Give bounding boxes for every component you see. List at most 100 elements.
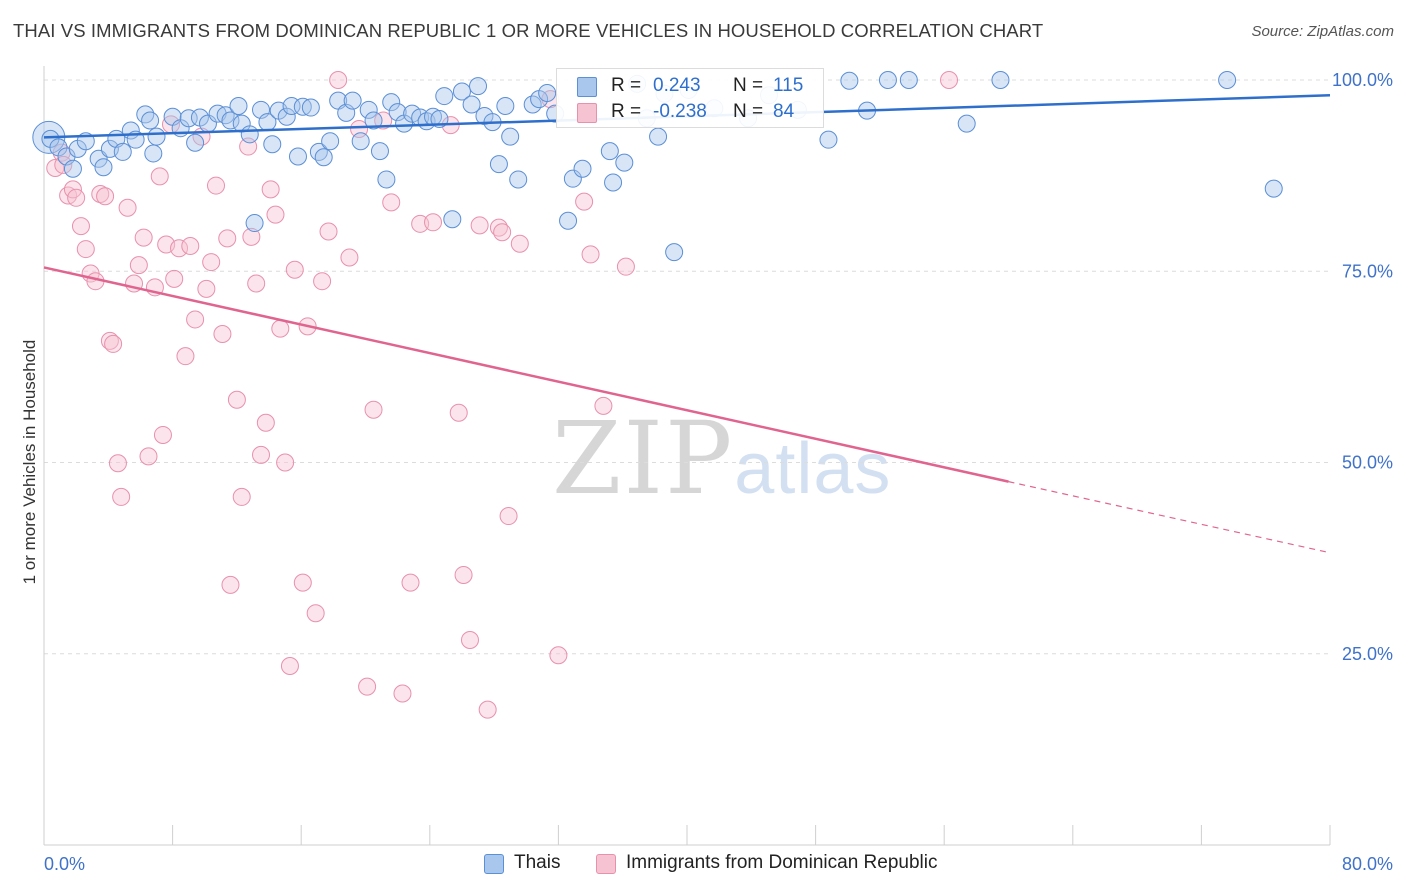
dominican-point [306,604,325,623]
dominican-point [280,656,299,675]
thai-point [63,159,82,178]
thai-point [377,170,396,189]
dominican-point [393,684,412,703]
thai-point [509,170,528,189]
thai-point [563,169,582,188]
thai-r-value: 0.243 [653,75,701,96]
dominican-point [319,222,338,241]
dominican-point [91,184,110,203]
dominican-point [76,240,95,259]
dominican-point [213,324,232,343]
y-tick-label: 25.0% [1342,644,1393,664]
dominican-point [100,331,119,350]
thai-point [501,127,520,146]
thai-point [321,132,340,151]
chart-title: THAI VS IMMIGRANTS FROM DOMINICAN REPUBL… [13,20,1044,41]
dominican-point [197,279,216,298]
thai-point [301,98,320,117]
thai-point [221,111,240,130]
thai-point [991,71,1010,89]
thai-n-label: N = [733,75,764,96]
thai-point [136,105,155,124]
thai-point [489,155,508,174]
thai-point [288,147,307,166]
dominican-point [112,487,131,506]
dominican-point [329,71,348,89]
thai-point [538,84,557,103]
dominican-point [150,167,169,186]
dominican-point [424,213,443,232]
dominican-trend-extension [1008,481,1331,554]
dominican-point [940,71,959,89]
thai-n-value: 115 [773,75,804,96]
thai-r-label: R = [611,75,642,96]
thai-point [957,114,976,133]
dominican-point [594,396,613,415]
dominican-point [510,234,529,253]
thai-point [89,149,108,168]
y-tick-label: 75.0% [1342,261,1393,281]
dominican-point [261,180,280,199]
dominican-point [266,205,285,224]
thai-point [113,142,132,161]
watermark: ZIPatlas [552,400,891,517]
thai-points [32,71,1283,262]
dominican-point [153,425,172,444]
thai-point [469,77,488,96]
thai-point [364,111,383,130]
thai-point [388,103,407,122]
correlation-legend: R = 0.243 N = 115 R = -0.238 N = 84 [556,68,824,128]
y-axis-label: 1 or more Vehicles in Household [20,339,39,585]
thai-point [277,107,296,126]
dominican-point [313,272,332,291]
source-credit: Source: ZipAtlas.com [1251,23,1394,40]
thai-point [604,173,623,192]
dominican-point [470,216,489,235]
thai-point [615,153,634,172]
dominican-point [271,319,290,338]
dominican-point [499,507,518,526]
tick-labels: 25.0% 50.0% 75.0% 100.0% 0.0% 80.0% [44,70,1393,874]
dominican-point [67,188,86,207]
y-tick-label: 100.0% [1332,70,1393,90]
dominican-point [165,269,184,288]
dominican-point [454,565,473,584]
dominican-point [358,677,377,696]
dominican-point [139,447,158,466]
dominican-point [118,198,137,217]
thai-point [899,71,918,89]
dominican-point [364,400,383,419]
dominican-point [232,487,251,506]
dominican-point [460,630,479,649]
thai-point [94,158,113,177]
axes [43,66,1331,846]
legend-label-dominican: Immigrants from Dominican Republic [626,852,938,873]
thai-point [573,159,592,178]
dominican-point [478,700,497,719]
dominican-point [247,274,266,293]
dominican-point [134,228,153,247]
dominican-point [285,260,304,279]
dominican-point [293,573,312,592]
dominican-point [382,193,401,212]
dominican-r-label: R = [611,101,642,122]
dominican-point [96,187,115,206]
dominican-point [493,223,512,242]
thai-point [343,91,362,110]
dominican-point [616,257,635,276]
dominican-point [129,256,148,275]
dominican-point [581,245,600,264]
thai-point [245,214,264,233]
thai-point [1264,179,1283,198]
dominican-point [374,111,393,130]
dominican-point [401,573,420,592]
dominican-n-label: N = [733,101,764,122]
dominican-point [181,237,200,256]
dominican-legend-swatch [596,854,616,874]
dominican-point [71,217,90,236]
thai-point [452,82,471,101]
dominican-n-value: 84 [773,101,795,122]
dominican-points [46,71,959,719]
thai-point [382,93,401,112]
